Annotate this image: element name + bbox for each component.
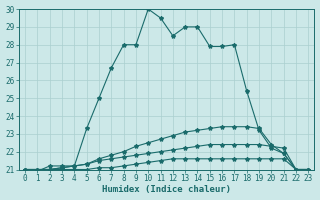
X-axis label: Humidex (Indice chaleur): Humidex (Indice chaleur) <box>102 185 231 194</box>
